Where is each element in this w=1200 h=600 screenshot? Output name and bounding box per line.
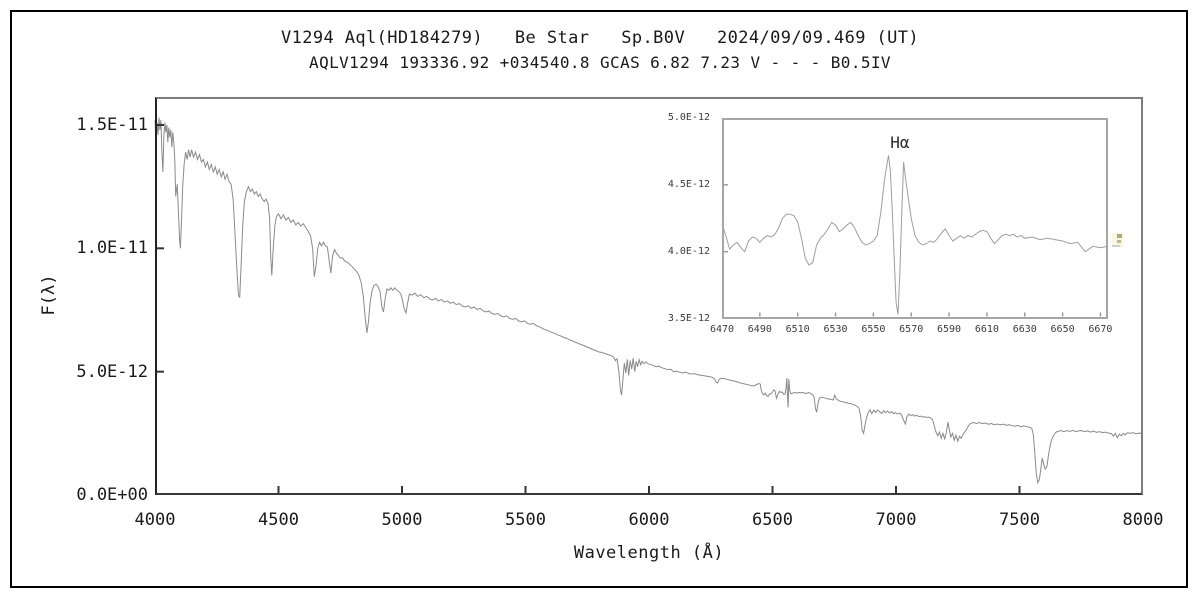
main-y-tick-label: 1.0E-11 (76, 238, 148, 259)
main-x-tick-label: 4500 (258, 510, 299, 530)
figure-border (10, 10, 1188, 588)
h-alpha-annotation: Hα (890, 132, 910, 152)
inset-x-tick-label: 6630 (1012, 324, 1037, 335)
x-axis-label: Wavelength (Å) (573, 543, 725, 563)
inset-x-tick-label: 6590 (937, 324, 962, 335)
main-x-tick-label: 5500 (505, 510, 546, 530)
main-x-tick-label: 5000 (381, 510, 423, 530)
inset-plot-frame (722, 118, 1108, 319)
inset-x-tick-label: 6570 (899, 324, 924, 335)
title-line-1: V1294 Aql(HD184279) Be Star Sp.B0V 2024/… (280, 28, 920, 48)
inset-x-tick-label: 6610 (974, 324, 999, 335)
main-y-tick-label: 5.0E-12 (76, 361, 148, 382)
main-x-tick-label: 7500 (999, 510, 1040, 530)
main-y-tick-label: 1.5E-11 (76, 114, 148, 135)
main-x-tick-label: 7000 (875, 510, 917, 530)
main-plot-frame (155, 97, 1143, 495)
main-x-tick-label: 6000 (628, 510, 670, 530)
inset-y-tick-label: 4.0E-12 (667, 245, 710, 257)
inset-y-tick-label: 5.0E-12 (667, 112, 710, 123)
inset-x-tick-label: 6490 (747, 324, 772, 335)
main-x-tick-label: 8000 (1122, 510, 1164, 530)
inset-x-tick-label: 6650 (1050, 324, 1075, 335)
inset-x-tick-label: 6510 (785, 324, 810, 335)
inset-y-tick-label: 3.5E-12 (667, 312, 710, 324)
stamp-icon (1112, 233, 1123, 247)
inset-x-tick-label: 6470 (709, 324, 735, 335)
main-y-tick-label: 0.0E+00 (76, 485, 148, 505)
inset-x-tick-label: 6550 (861, 324, 886, 335)
inset-y-tick-label: 4.5E-12 (667, 178, 710, 190)
inset-x-tick-label: 6530 (823, 324, 848, 335)
inset-x-tick-label: 6670 (1088, 324, 1113, 335)
main-x-tick-label: 6500 (752, 510, 793, 530)
title-line-2: AQLV1294 193336.92 +034540.8 GCAS 6.82 7… (309, 53, 891, 72)
main-x-tick-label: 4000 (134, 510, 176, 530)
